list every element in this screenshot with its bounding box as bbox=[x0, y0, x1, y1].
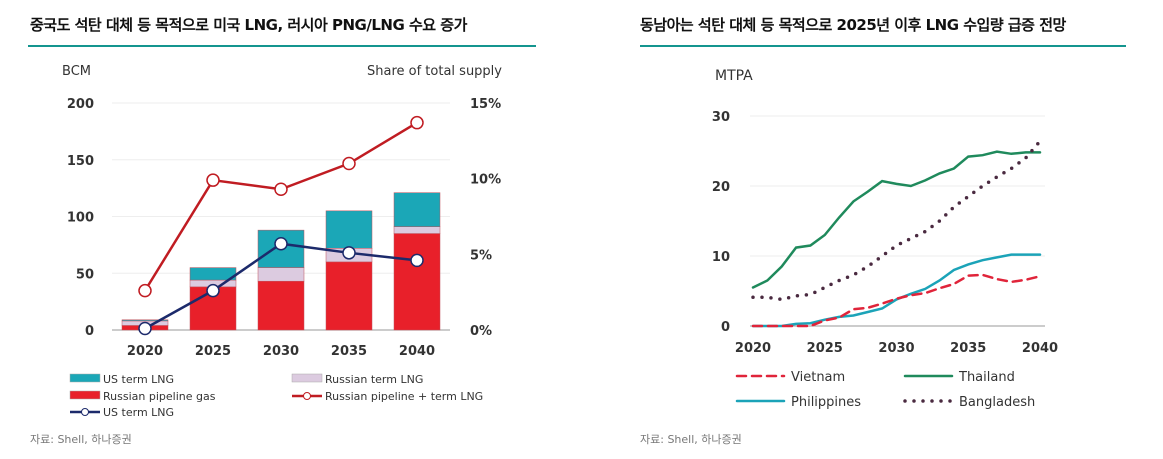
bar-segment-russian-term-lng bbox=[257, 267, 305, 282]
bar-segment-russian-pipeline-gas bbox=[325, 261, 373, 331]
line-series-thailand bbox=[751, 150, 1042, 289]
legend-label: Russian pipeline gas bbox=[103, 390, 216, 403]
y-tick-label: 0 bbox=[85, 324, 94, 339]
bar-segment-us-term-lng bbox=[393, 192, 441, 227]
legend-label: Russian pipeline + term LNG bbox=[325, 390, 483, 403]
x-tick-label: 2040 bbox=[1022, 341, 1058, 356]
bar-segment-us-term-lng bbox=[121, 319, 169, 322]
legend-label: Vietnam bbox=[791, 370, 845, 385]
line-point bbox=[410, 253, 424, 268]
bar-segment-russian-term-lng bbox=[393, 226, 441, 234]
y-right-tick-label: 10% bbox=[470, 173, 501, 188]
line-point bbox=[138, 321, 152, 336]
legend-label: US term LNG bbox=[103, 373, 174, 386]
x-tick-label: 2035 bbox=[331, 344, 367, 359]
legend-label: US term LNG bbox=[103, 406, 174, 419]
line-point bbox=[274, 182, 288, 197]
line-point bbox=[410, 115, 424, 130]
x-tick-label: 2035 bbox=[950, 341, 986, 356]
x-tick-label: 2020 bbox=[127, 344, 163, 359]
x-tick-label: 2030 bbox=[878, 341, 914, 356]
y-tick-label: 20 bbox=[712, 180, 730, 195]
right-source: 자료: Shell, 하나증권 bbox=[640, 433, 742, 446]
y-tick-label: 10 bbox=[712, 250, 730, 265]
x-tick-label: 2040 bbox=[399, 344, 435, 359]
legend-label: Bangladesh bbox=[959, 395, 1035, 410]
x-tick-label: 2020 bbox=[735, 341, 771, 356]
y-tick-label: 50 bbox=[76, 267, 94, 282]
x-tick-label: 2030 bbox=[263, 344, 299, 359]
right-title-rule bbox=[640, 45, 1126, 47]
line-series-philippines bbox=[751, 253, 1042, 328]
line-point bbox=[274, 236, 288, 251]
y-tick-label: 200 bbox=[67, 97, 94, 112]
y-tick-label: 0 bbox=[721, 320, 730, 335]
bar-segment-russian-pipeline-gas bbox=[257, 280, 305, 331]
line-point bbox=[138, 283, 152, 298]
x-tick-label: 2025 bbox=[195, 344, 231, 359]
legend-label: Russian term LNG bbox=[325, 373, 423, 386]
legend-marker bbox=[303, 392, 311, 400]
bar-segment-us-term-lng bbox=[325, 210, 373, 249]
legend-swatch bbox=[291, 373, 323, 383]
legend-marker bbox=[81, 408, 89, 416]
y-right-tick-label: 5% bbox=[470, 248, 492, 263]
left-chart-title: 중국도 석탄 대체 등 목적으로 미국 LNG, 러시아 PNG/LNG 수요 … bbox=[30, 16, 467, 34]
legend-label: Thailand bbox=[958, 370, 1015, 385]
line-series-bangladesh bbox=[751, 139, 1042, 302]
right-chart-title: 동남아는 석탄 대체 등 목적으로 2025년 이후 LNG 수입량 급증 전망 bbox=[640, 16, 1066, 34]
y-tick-label: 30 bbox=[712, 110, 730, 125]
y-tick-label: 150 bbox=[67, 154, 94, 169]
legend-label: Philippines bbox=[791, 395, 861, 410]
line-point bbox=[206, 173, 220, 187]
left-y-axis-label: BCM bbox=[62, 64, 91, 79]
right-y-axis-label: Share of total supply bbox=[367, 64, 502, 79]
y-tick-label: 100 bbox=[67, 211, 94, 226]
legend-swatch bbox=[69, 373, 101, 383]
bar-segment-russian-pipeline-gas bbox=[393, 233, 441, 331]
left-title-rule bbox=[28, 45, 536, 47]
y-axis-label: MTPA bbox=[715, 68, 753, 84]
left-source: 자료: Shell, 하나증권 bbox=[30, 433, 132, 446]
line-point bbox=[342, 156, 356, 171]
line-series-vietnam bbox=[751, 273, 1042, 328]
x-tick-label: 2025 bbox=[807, 341, 843, 356]
y-right-tick-label: 0% bbox=[470, 324, 492, 339]
line-point bbox=[342, 246, 356, 260]
y-right-tick-label: 15% bbox=[470, 97, 501, 112]
legend-swatch bbox=[69, 390, 101, 400]
line-point bbox=[206, 283, 220, 298]
